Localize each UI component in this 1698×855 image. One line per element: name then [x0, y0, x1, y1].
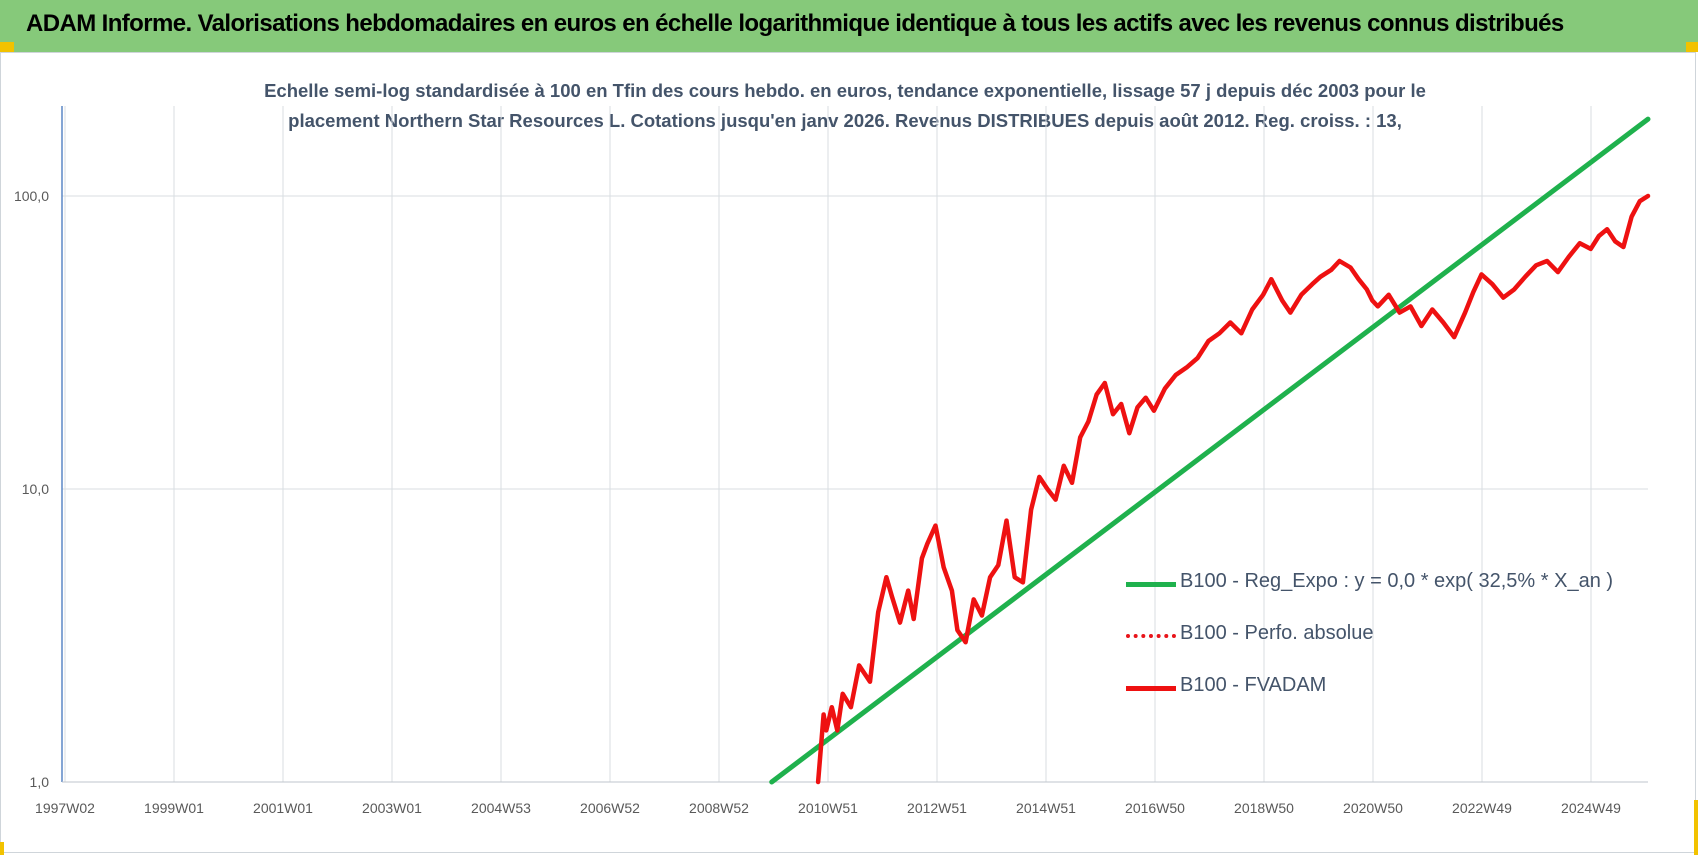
x-tick-label: 2010W51: [798, 800, 858, 816]
tick-labels: 1997W02 1999W01 2001W01 2003W01 2004W53 2006W…: [14, 188, 1621, 816]
x-tick-label: 2001W01: [253, 800, 313, 816]
y-tick-label: 10,0: [22, 481, 49, 497]
x-tick-label: 2018W50: [1234, 800, 1294, 816]
series-line-fvadam: [815, 193, 1651, 785]
legend-swatch-reg: [1126, 582, 1176, 587]
x-tick-label: 2020W50: [1343, 800, 1403, 816]
frame-corner-top-left: [0, 42, 14, 52]
legend-swatch-perf: [1126, 634, 1176, 638]
x-tick-label: 2008W52: [689, 800, 749, 816]
frame-corner-bottom-right: [1694, 800, 1698, 855]
chart-title-line-1: Echelle semi-log standardisée à 100 en T…: [264, 80, 1426, 101]
series-line-reg-expo: [769, 116, 1651, 785]
legend-label-fvadam: B100 - FVADAM: [1180, 674, 1327, 696]
header-bar: ADAM Informe. Valorisations hebdomadaire…: [0, 0, 1698, 52]
x-tick-label: 2003W01: [362, 800, 422, 816]
legend-swatch-fvadam: [1126, 686, 1176, 691]
x-tick-label: 1999W01: [144, 800, 204, 816]
legend-label-reg: B100 - Reg_Expo : y = 0,0 * exp( 32,5% *…: [1180, 570, 1614, 592]
axes: [61, 106, 1648, 783]
chart-title: Echelle semi-log standardisée à 100 en T…: [210, 76, 1480, 136]
y-tick-label: 1,0: [30, 774, 50, 790]
chart-title-line-2: placement Northern Star Resources L. Cot…: [288, 110, 1402, 131]
x-tick-label: 2024W49: [1561, 800, 1621, 816]
x-tick-label: 2016W50: [1125, 800, 1185, 816]
x-tick-label: 2004W53: [471, 800, 531, 816]
chart-frame: [0, 52, 1696, 853]
x-tick-label: 2006W52: [580, 800, 640, 816]
x-tick-label: 1997W02: [35, 800, 95, 816]
y-tick-label: 100,0: [14, 188, 49, 204]
x-tick-label: 2022W49: [1452, 800, 1512, 816]
page-title: ADAM Informe. Valorisations hebdomadaire…: [26, 10, 1564, 37]
grid-lines: [62, 106, 1648, 783]
series-lines: [769, 116, 1651, 785]
x-tick-label: 2014W51: [1016, 800, 1076, 816]
legend-label-perf: B100 - Perfo. absolue: [1180, 622, 1374, 644]
frame-corner-top-right: [1686, 42, 1698, 52]
frame-corner-bottom-left: [0, 842, 4, 855]
x-tick-label: 2012W51: [907, 800, 967, 816]
